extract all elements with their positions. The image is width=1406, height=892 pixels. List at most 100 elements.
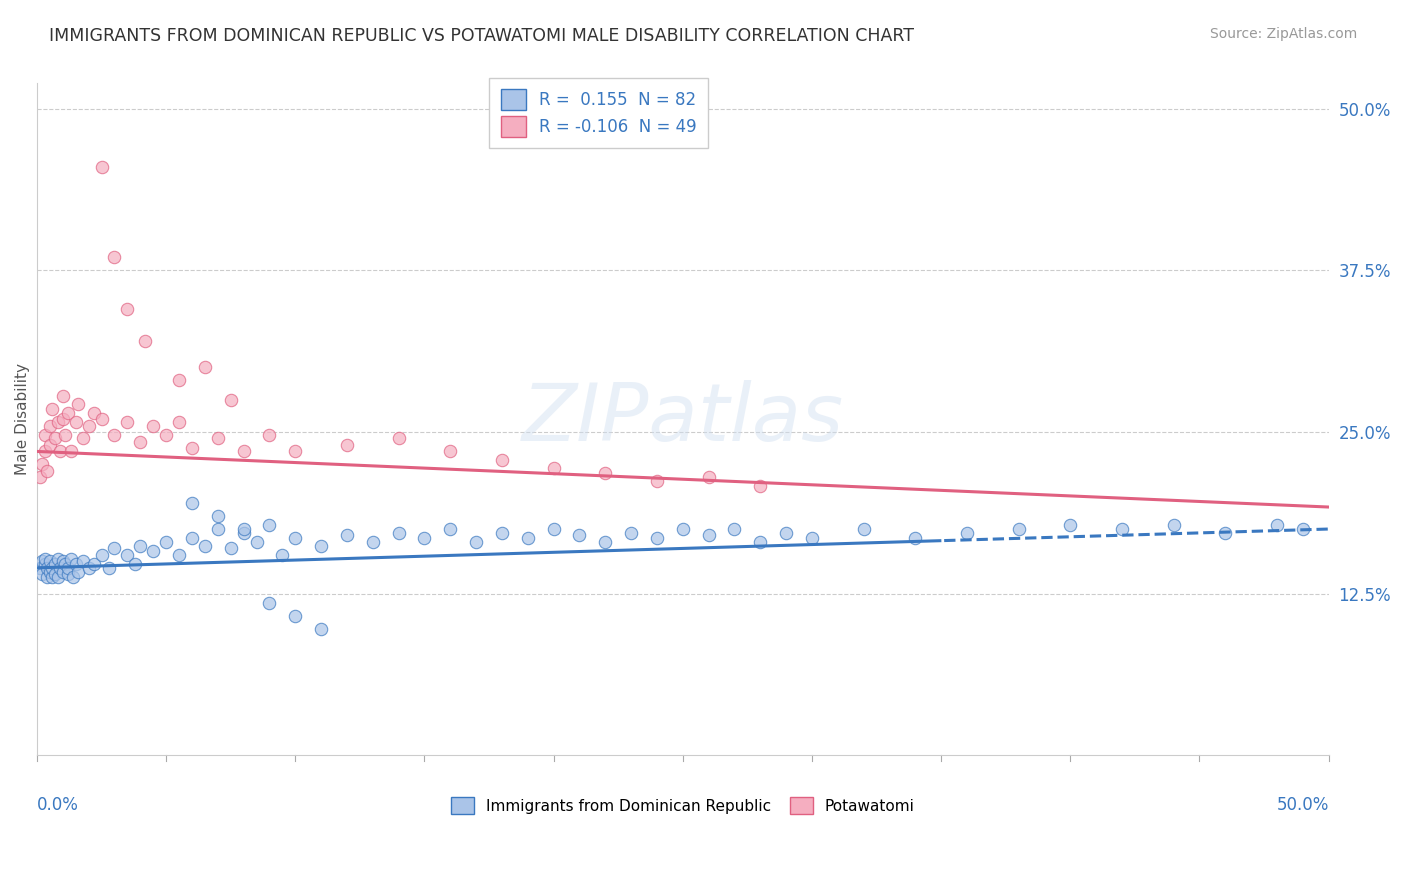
Point bbox=[103, 541, 125, 556]
Point bbox=[388, 525, 411, 540]
Point bbox=[77, 561, 100, 575]
Point bbox=[83, 406, 105, 420]
Point bbox=[98, 561, 121, 575]
Point bbox=[44, 432, 66, 446]
Point bbox=[723, 522, 745, 536]
Point bbox=[194, 360, 217, 375]
Point bbox=[49, 561, 72, 575]
Point bbox=[38, 565, 60, 579]
Point bbox=[232, 444, 254, 458]
Point bbox=[1292, 522, 1315, 536]
Point bbox=[28, 470, 51, 484]
Point bbox=[28, 561, 51, 575]
Point bbox=[37, 561, 59, 575]
Point bbox=[1007, 522, 1029, 536]
Point bbox=[77, 418, 100, 433]
Point bbox=[672, 522, 695, 536]
Point bbox=[34, 427, 56, 442]
Point bbox=[59, 444, 82, 458]
Point bbox=[232, 525, 254, 540]
Point bbox=[167, 415, 190, 429]
Point bbox=[439, 522, 461, 536]
Point bbox=[775, 525, 797, 540]
Point bbox=[53, 427, 76, 442]
Point bbox=[697, 528, 720, 542]
Point bbox=[53, 557, 76, 571]
Point bbox=[284, 444, 307, 458]
Point bbox=[1059, 518, 1081, 533]
Point bbox=[259, 427, 281, 442]
Point bbox=[37, 570, 59, 584]
Point bbox=[749, 479, 772, 493]
Point bbox=[31, 554, 53, 568]
Point bbox=[129, 435, 152, 450]
Point bbox=[31, 458, 53, 472]
Legend: R =  0.155  N = 82, R = -0.106  N = 49: R = 0.155 N = 82, R = -0.106 N = 49 bbox=[489, 78, 709, 148]
Point bbox=[59, 551, 82, 566]
Point bbox=[465, 535, 488, 549]
Point bbox=[595, 535, 617, 549]
Point bbox=[56, 567, 79, 582]
Point bbox=[167, 548, 190, 562]
Point bbox=[801, 531, 824, 545]
Point bbox=[117, 415, 139, 429]
Point bbox=[90, 548, 112, 562]
Point bbox=[62, 570, 84, 584]
Point bbox=[181, 496, 204, 510]
Point bbox=[284, 608, 307, 623]
Point bbox=[194, 539, 217, 553]
Point bbox=[41, 401, 63, 416]
Text: IMMIGRANTS FROM DOMINICAN REPUBLIC VS POTAWATOMI MALE DISABILITY CORRELATION CHA: IMMIGRANTS FROM DOMINICAN REPUBLIC VS PO… bbox=[49, 27, 914, 45]
Point bbox=[155, 427, 177, 442]
Point bbox=[90, 160, 112, 174]
Point bbox=[645, 531, 668, 545]
Text: ZIPatlas: ZIPatlas bbox=[522, 380, 844, 458]
Point bbox=[309, 539, 332, 553]
Point bbox=[245, 535, 267, 549]
Point bbox=[543, 522, 565, 536]
Point bbox=[142, 418, 165, 433]
Point bbox=[65, 415, 87, 429]
Point bbox=[1111, 522, 1133, 536]
Point bbox=[38, 438, 60, 452]
Point bbox=[46, 551, 69, 566]
Point bbox=[37, 464, 59, 478]
Point bbox=[129, 539, 152, 553]
Y-axis label: Male Disability: Male Disability bbox=[15, 363, 30, 475]
Point bbox=[232, 522, 254, 536]
Point bbox=[181, 441, 204, 455]
Point bbox=[41, 561, 63, 575]
Point bbox=[52, 565, 75, 579]
Point bbox=[181, 531, 204, 545]
Point bbox=[155, 535, 177, 549]
Point bbox=[219, 541, 242, 556]
Point bbox=[336, 438, 359, 452]
Text: 50.0%: 50.0% bbox=[1277, 796, 1329, 814]
Point bbox=[67, 565, 90, 579]
Point bbox=[1213, 525, 1236, 540]
Point bbox=[52, 554, 75, 568]
Point bbox=[388, 432, 411, 446]
Point bbox=[167, 373, 190, 387]
Point bbox=[117, 548, 139, 562]
Point bbox=[595, 467, 617, 481]
Point bbox=[207, 509, 229, 524]
Point bbox=[259, 518, 281, 533]
Point bbox=[309, 622, 332, 636]
Point bbox=[46, 570, 69, 584]
Point bbox=[568, 528, 591, 542]
Point bbox=[31, 567, 53, 582]
Point bbox=[259, 596, 281, 610]
Point bbox=[284, 531, 307, 545]
Point bbox=[83, 557, 105, 571]
Point bbox=[219, 392, 242, 407]
Point bbox=[207, 432, 229, 446]
Point bbox=[117, 302, 139, 317]
Point bbox=[44, 557, 66, 571]
Point bbox=[491, 525, 513, 540]
Point bbox=[34, 557, 56, 571]
Point bbox=[956, 525, 979, 540]
Point bbox=[56, 561, 79, 575]
Point bbox=[361, 535, 384, 549]
Point bbox=[44, 567, 66, 582]
